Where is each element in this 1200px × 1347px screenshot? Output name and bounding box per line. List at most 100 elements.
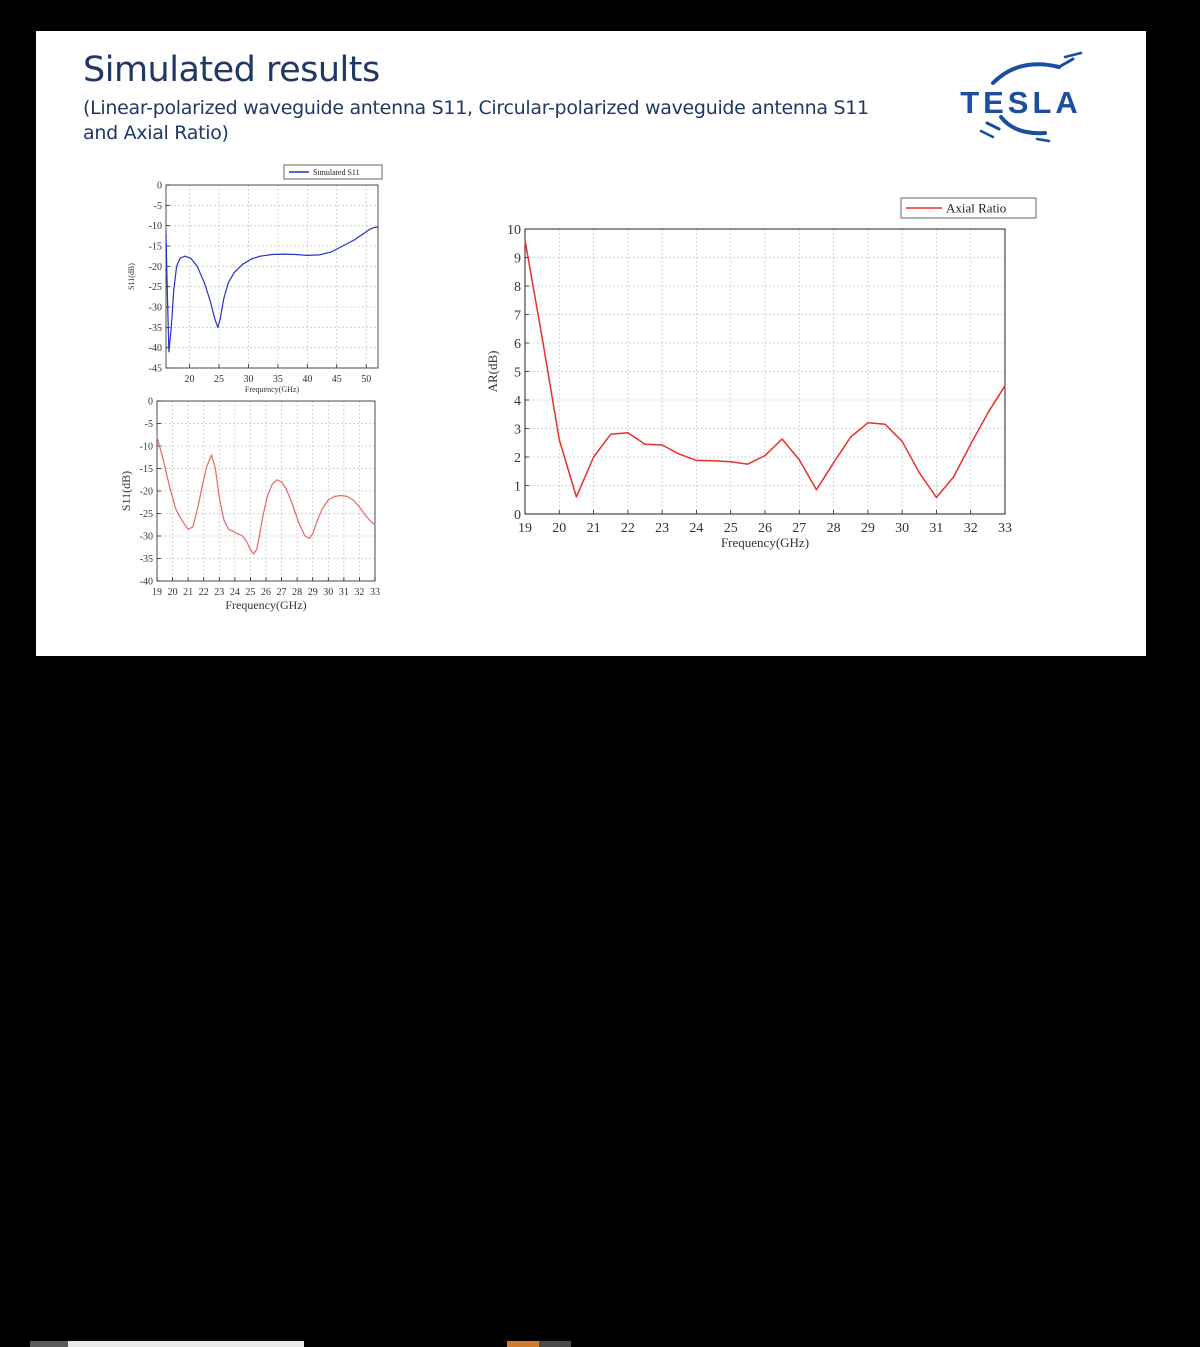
y-tick-label: 0 xyxy=(148,397,153,408)
x-tick-label: 33 xyxy=(370,587,380,598)
data-point xyxy=(253,553,255,555)
plot-frame xyxy=(165,184,379,369)
x-tick-label: 24 xyxy=(689,521,703,536)
x-tick-label: 22 xyxy=(199,587,209,598)
data-point xyxy=(217,326,219,328)
data-point xyxy=(318,254,320,256)
slide-subtitle: (Linear-polarized waveguide antenna S11,… xyxy=(83,97,869,144)
x-tick-label: 22 xyxy=(621,521,635,536)
x-tick-label: 24 xyxy=(230,587,240,598)
data-point xyxy=(309,537,311,539)
data-point xyxy=(298,522,300,523)
y-tick-label: -20 xyxy=(140,487,153,498)
data-point xyxy=(218,497,220,499)
data-point xyxy=(214,468,216,469)
chart-axial-ratio: 19 20 21 22 23 24 25 26 27 28 29 30 31 32 330123456789… xyxy=(485,197,1037,550)
x-tick-label: 25 xyxy=(214,374,224,385)
x-tick-label: 30 xyxy=(323,587,333,598)
data-point xyxy=(368,229,370,231)
x-tick-label: 31 xyxy=(929,521,943,536)
data-point xyxy=(176,265,178,267)
x-tick-label: 25 xyxy=(724,521,738,536)
data-point xyxy=(179,257,181,259)
data-point xyxy=(192,526,194,528)
data-point xyxy=(327,499,329,501)
x-tick-label: 30 xyxy=(243,374,253,385)
data-point xyxy=(219,318,221,320)
x-tick-label: 27 xyxy=(792,521,806,536)
slide-title: Simulated results xyxy=(83,50,380,90)
x-axis-label: Frequency(GHz) xyxy=(225,598,306,612)
y-tick-label: 7 xyxy=(514,308,521,323)
data-point xyxy=(306,254,308,256)
data-point xyxy=(165,233,167,235)
x-tick-label: 35 xyxy=(273,374,283,385)
data-point xyxy=(271,483,273,485)
taskbar-strip xyxy=(0,1341,1200,1347)
data-point xyxy=(168,486,170,487)
y-tick-label: -5 xyxy=(154,201,162,212)
data-point xyxy=(730,461,732,463)
x-tick-label: 30 xyxy=(895,521,909,536)
data-point xyxy=(285,488,287,490)
data-point xyxy=(371,522,373,523)
data-point xyxy=(206,465,208,467)
data-point xyxy=(764,455,766,457)
data-point xyxy=(850,436,852,438)
y-axis-label: S11(dB) xyxy=(119,471,133,511)
data-point xyxy=(372,227,374,229)
y-tick-label: -15 xyxy=(140,464,153,475)
x-axis-label: Frequency(GHz) xyxy=(721,535,809,550)
data-point xyxy=(209,300,211,302)
x-tick-label: 26 xyxy=(261,587,271,598)
data-point xyxy=(918,472,920,474)
data-point xyxy=(166,286,168,288)
y-tick-label: 4 xyxy=(514,394,521,409)
chart-s11-linear: 20 25 30 35 40 45 50 0 -5 -10 -15 -20 -25 -30 -35 -40 -4… xyxy=(127,164,383,394)
data-point xyxy=(610,433,612,435)
data-point xyxy=(627,432,629,434)
x-tick-label: 20 xyxy=(552,521,566,536)
y-tick-label: 6 xyxy=(514,337,521,352)
data-point xyxy=(340,495,342,496)
x-tick-label: 29 xyxy=(861,521,875,536)
y-tick-label: 1 xyxy=(514,479,521,494)
y-tick-label: -45 xyxy=(149,364,162,375)
x-tick-label: 23 xyxy=(655,521,669,536)
legend-box xyxy=(900,197,1037,219)
data-point xyxy=(884,423,886,425)
x-tick-label: 19 xyxy=(518,521,532,536)
bottom-bar xyxy=(0,656,1200,1347)
data-point xyxy=(256,549,258,550)
data-point xyxy=(330,251,332,253)
data-point xyxy=(713,460,715,462)
data-point xyxy=(196,508,198,510)
y-tick-label: 9 xyxy=(514,251,521,266)
y-tick-label: 3 xyxy=(514,422,521,437)
data-point xyxy=(249,549,251,550)
data-point xyxy=(175,508,177,510)
data-point xyxy=(342,245,344,247)
legend-box xyxy=(283,164,383,180)
y-tick-label: 5 xyxy=(514,365,521,380)
y-axis-label: S11(dB) xyxy=(127,263,136,290)
data-point xyxy=(575,496,577,498)
data-point xyxy=(170,326,172,328)
data-point xyxy=(593,456,595,458)
x-tick-label: 32 xyxy=(354,587,364,598)
y-tick-label: -15 xyxy=(149,242,162,253)
data-point xyxy=(953,476,955,478)
x-axis-label: Frequency(GHz) xyxy=(245,385,300,394)
data-point xyxy=(541,336,543,338)
data-point xyxy=(281,481,283,483)
y-tick-label: -5 xyxy=(145,419,153,430)
data-point xyxy=(346,495,348,497)
data-point xyxy=(295,254,297,256)
data-point xyxy=(283,253,285,255)
data-point xyxy=(190,257,192,259)
data-point xyxy=(187,528,189,530)
data-point xyxy=(867,422,869,424)
y-axis-label: AR(dB) xyxy=(485,351,500,393)
data-point xyxy=(747,463,749,465)
data-point xyxy=(661,444,663,446)
